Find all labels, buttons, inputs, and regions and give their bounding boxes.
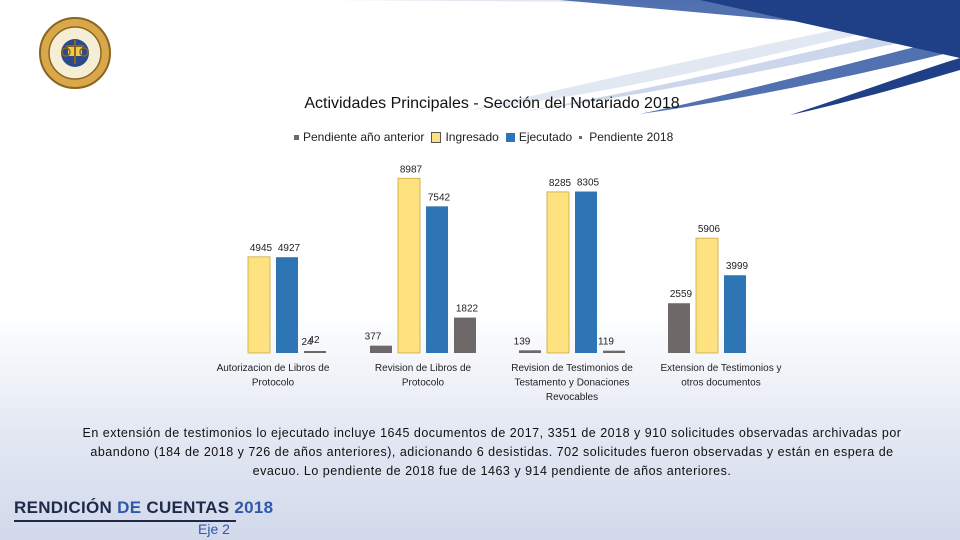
legend-swatch: [505, 132, 515, 142]
data-label: 3999: [726, 261, 749, 272]
data-label: 5906: [698, 224, 721, 235]
data-label: 4927: [278, 243, 301, 254]
legend-swatch: [431, 131, 442, 143]
bar-ejecutado-2: [575, 191, 597, 353]
bar-pendiente-2018-1: [454, 317, 476, 353]
data-label: 42: [308, 335, 320, 346]
legend-swatch: [294, 134, 299, 140]
category-label: Testamento y Donaciones: [514, 378, 629, 389]
footer-word: RENDICIÓN: [14, 498, 118, 517]
bar-ingresado-2: [546, 191, 570, 354]
category-label: Revision de Libros de: [375, 363, 472, 374]
data-label: 4945: [250, 243, 273, 254]
data-label: 139: [514, 336, 531, 347]
footer-word: DE: [117, 498, 142, 517]
footer-year: 2018: [234, 498, 274, 517]
category-label: Revocables: [546, 392, 598, 403]
chart-footnote: En extensión de testimonios lo ejecutado…: [82, 426, 902, 478]
data-label: 24: [301, 337, 313, 348]
bar-ejecutado-3: [724, 275, 746, 353]
category-label: Autorizacion de Libros de: [217, 363, 330, 374]
data-label: 1822: [456, 304, 479, 315]
chart-legend: Pendiente año anterior Ingresado Ejecuta…: [294, 130, 680, 144]
footer-title: RENDICIÓN DE CUENTAS 2018: [14, 498, 273, 518]
legend-item-ingresado: Ingresado: [431, 130, 499, 144]
data-label: 8285: [549, 178, 572, 189]
legend-label: Ingresado: [445, 130, 499, 144]
data-label: 119: [598, 337, 614, 348]
legend-item-pendiente-2018: Pendiente 2018: [579, 130, 673, 144]
footer-word: CUENTAS: [141, 498, 235, 517]
bar-ejecutado-1: [426, 206, 448, 353]
bar-pendiente-a-o-anterior-1: [370, 345, 392, 353]
category-label: otros documentos: [681, 378, 761, 389]
footer-eje-label: Eje 2: [198, 521, 230, 537]
data-label: 8987: [400, 164, 423, 175]
data-label: 2559: [670, 289, 693, 300]
legend-item-ejecutado: Ejecutado: [505, 130, 573, 144]
category-label: Protocolo: [402, 378, 445, 389]
bar-pendiente-a-o-anterior-3: [668, 303, 690, 353]
category-label: Revision de Testimonios de: [511, 363, 633, 374]
category-label: Protocolo: [252, 378, 295, 389]
header-wave-decoration: [330, 0, 960, 115]
bar-pendiente-2018-0: [304, 351, 326, 353]
legend-swatch: [579, 135, 583, 139]
bar-pendiente-2018-2: [603, 350, 625, 353]
legend-label: Pendiente año anterior: [303, 130, 425, 144]
legend-label: Pendiente 2018: [589, 130, 674, 144]
bar-chart: 377 139 2559 4945 8987 8285 5906 4927 7542 8305 39…: [217, 164, 782, 403]
bar-ingresado-0: [247, 256, 271, 354]
bar-pendiente-a-o-anterior-2: [519, 350, 541, 353]
data-label: 7542: [428, 192, 451, 203]
bar-ingresado-3: [695, 237, 719, 354]
bar-ingresado-1: [397, 177, 421, 354]
data-label: 377: [365, 332, 382, 343]
bar-ejecutado-0: [276, 257, 298, 353]
data-label: 8305: [577, 178, 600, 189]
legend-item-pendiente-anterior: Pendiente año anterior: [294, 130, 424, 144]
legend-label: Ejecutado: [518, 130, 573, 144]
category-label: Extension de Testimonios y: [661, 363, 782, 374]
footer-divider: [14, 520, 236, 522]
organo-judicial-logo: [39, 17, 111, 89]
chart-title: Actividades Principales - Sección del No…: [304, 95, 680, 112]
